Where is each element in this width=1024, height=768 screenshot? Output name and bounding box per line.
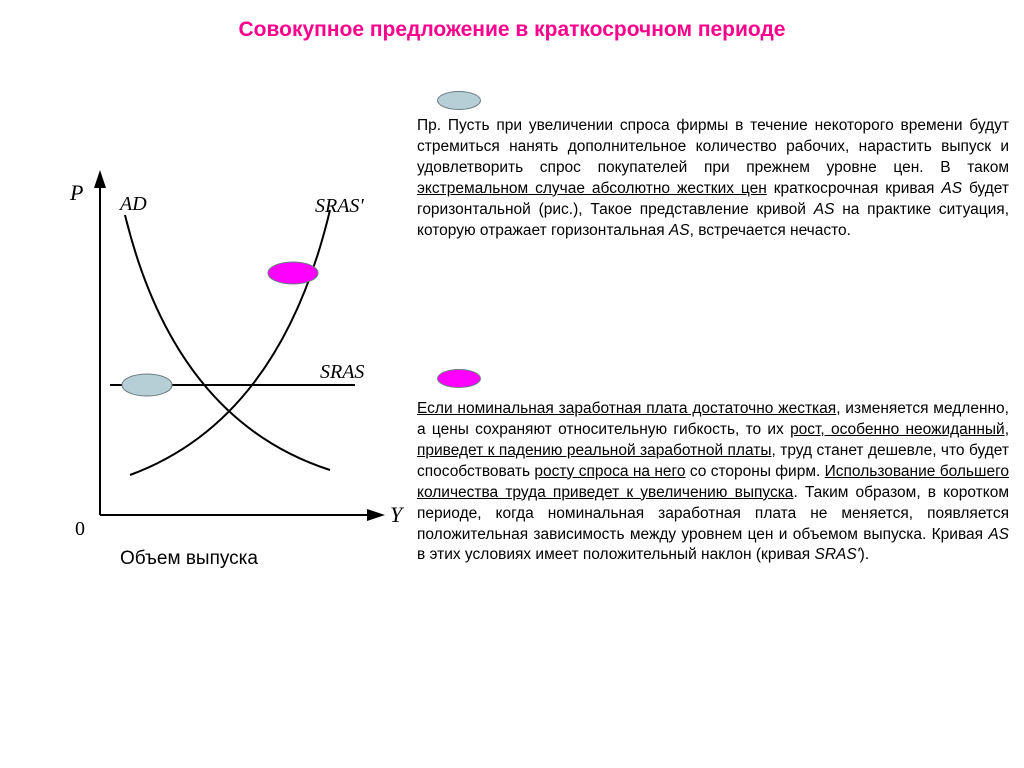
as-chart: P Y 0 AD SRAS' SRAS xyxy=(30,140,430,570)
marker-blue xyxy=(122,374,172,396)
sras-label: SRAS xyxy=(320,361,364,383)
chart-caption: Объем выпуска xyxy=(120,548,258,570)
sras-prime-label: SRAS' xyxy=(315,195,364,217)
ad-label: AD xyxy=(118,193,147,215)
slide-title: Совокупное предложение в краткосрочном п… xyxy=(0,18,1024,42)
x-axis-arrow xyxy=(367,509,385,521)
bullet-marker-blue xyxy=(437,91,481,110)
slide-page: Совокупное предложение в краткосрочном п… xyxy=(0,0,1024,768)
origin-label: 0 xyxy=(75,518,85,540)
y-axis-label: P xyxy=(69,180,83,205)
ad-curve xyxy=(125,215,330,470)
bullet-marker-pink xyxy=(437,369,481,388)
y-axis-arrow xyxy=(94,170,106,188)
sras-prime-curve xyxy=(130,210,330,475)
marker-pink xyxy=(268,262,318,284)
x-axis-label: Y xyxy=(390,502,405,527)
chart-svg: P Y 0 AD SRAS' SRAS xyxy=(30,140,430,570)
paragraph-1: Пр. Пусть при увеличении спроса фирмы в … xyxy=(417,116,1009,242)
paragraph-2: Если номинальная заработная плата достат… xyxy=(417,399,1009,566)
